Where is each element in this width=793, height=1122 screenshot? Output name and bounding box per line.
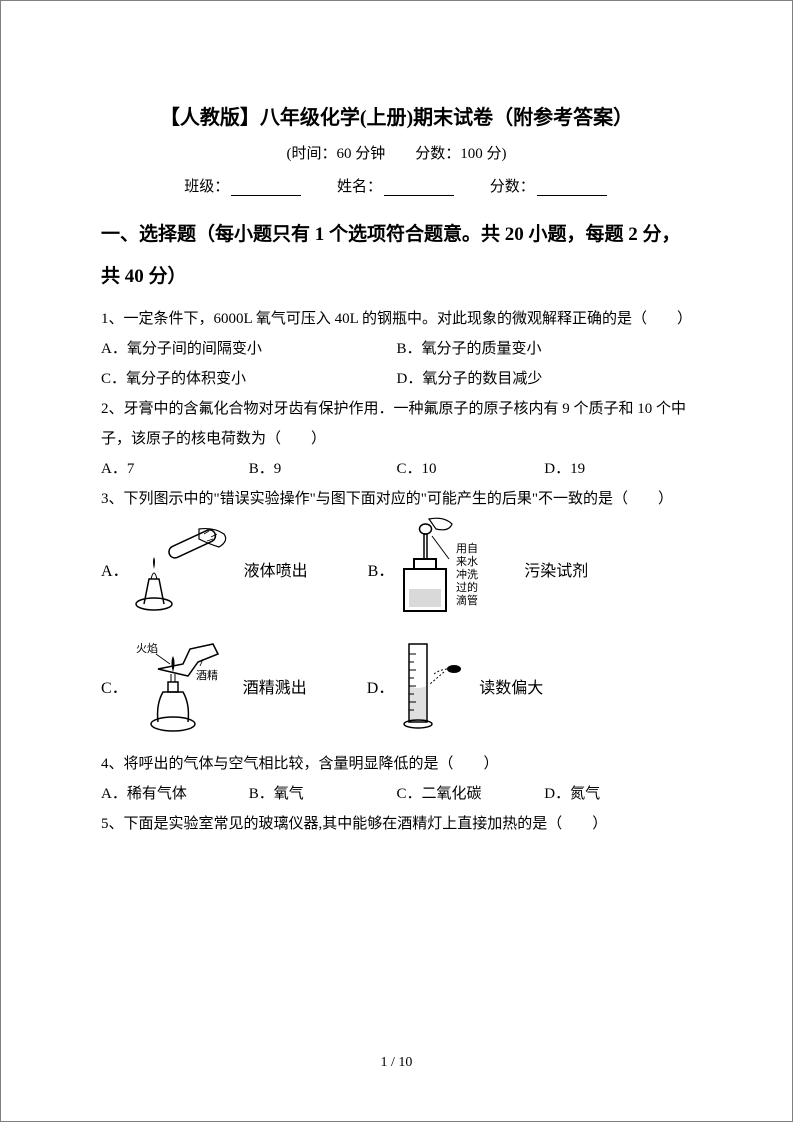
q2-option-A: A．7 — [101, 454, 249, 484]
question-5-text: 5、下面是实验室常见的玻璃仪器,其中能够在酒精灯上直接加热的是（ ） — [101, 809, 692, 839]
q2-option-B: B．9 — [249, 454, 397, 484]
q3-option-D: D． 读数偏大 — [367, 634, 544, 739]
score-label: 分数： — [415, 146, 460, 162]
q3-A-label: A． — [101, 557, 129, 581]
q3-C-flame-label: 火焰 — [136, 641, 158, 655]
q3-D-label: D． — [367, 674, 395, 698]
svg-text:过的: 过的 — [456, 580, 478, 594]
subtitle-suffix: ) — [502, 146, 507, 162]
question-2-text: 2、牙膏中的含氟化合物对牙齿有保护作用．一种氟原子的原子核内有 9 个质子和 1… — [101, 394, 692, 454]
q3-figure-row-1: A． 液体喷出 B． — [101, 514, 692, 624]
q2-option-D: D．19 — [544, 454, 692, 484]
question-1-options: A．氧分子间的间隔变小 B．氧分子的质量变小 C．氧分子的体积变小 D．氧分子的… — [101, 334, 692, 394]
score-value: 100 分 — [460, 146, 501, 162]
svg-text:来水: 来水 — [456, 555, 478, 568]
student-info-line: 班级： 姓名： 分数： — [101, 175, 692, 196]
dropper-bottle-icon: 用自 来水 冲洗 过的 滴管 — [394, 514, 524, 619]
question-4-options: A．稀有气体 B．氧气 C．二氧化碳 D．氮气 — [101, 779, 692, 809]
q3-C-alcohol-label: 酒精 — [196, 669, 218, 682]
q3-C-label: C． — [101, 674, 128, 698]
page-title: 【人教版】八年级化学(上册)期末试卷（附参考答案） — [101, 101, 692, 130]
name-label: 姓名： — [337, 179, 382, 195]
test-tube-heating-icon — [129, 519, 244, 614]
q3-figure-row-2: C． 火焰 酒精 酒精溅出 D． — [101, 634, 692, 739]
q3-D-figure — [394, 634, 479, 739]
svg-text:滴管: 滴管 — [456, 593, 478, 607]
q3-B-label: B． — [368, 557, 395, 581]
graduated-cylinder-reading-icon — [394, 634, 479, 734]
q4-option-C: C．二氧化碳 — [397, 779, 545, 809]
svg-text:冲洗: 冲洗 — [456, 567, 478, 581]
q3-option-B: B． 用自 来水 冲洗 过的 滴管 污染试剂 — [368, 514, 589, 624]
q4-option-A: A．稀有气体 — [101, 779, 249, 809]
q1-option-C: C．氧分子的体积变小 — [101, 364, 397, 394]
subtitle-prefix: (时间： — [286, 146, 336, 162]
q4-option-D: D．氮气 — [544, 779, 692, 809]
q3-B-figure: 用自 来水 冲洗 过的 滴管 — [394, 514, 524, 624]
question-1-text: 1、一定条件下，6000L 氧气可压入 40L 的钢瓶中。对此现象的微观解释正确… — [101, 304, 692, 334]
q3-A-text: 液体喷出 — [244, 557, 308, 581]
q1-option-B: B．氧分子的质量变小 — [397, 334, 693, 364]
q4-option-B: B．氧气 — [249, 779, 397, 809]
section-1-header: 一、选择题（每小题只有 1 个选项符合题意。共 20 小题，每题 2 分，共 4… — [101, 214, 692, 298]
question-4-text: 4、将呼出的气体与空气相比较，含量明显降低的是（ ） — [101, 749, 692, 779]
exam-subtitle: (时间：60 分钟 分数：100 分) — [101, 142, 692, 163]
q3-C-figure: 火焰 酒精 — [128, 634, 243, 739]
question-2-options: A．7 B．9 C．10 D．19 — [101, 454, 692, 484]
q3-D-text: 读数偏大 — [479, 674, 543, 698]
q2-option-C: C．10 — [397, 454, 545, 484]
exam-page: 【人教版】八年级化学(上册)期末试卷（附参考答案） (时间：60 分钟 分数：1… — [1, 1, 792, 889]
class-label: 班级： — [184, 179, 229, 195]
question-3-text: 3、下列图示中的"错误实验操作"与图下面对应的"可能产生的后果"不一致的是（ ） — [101, 484, 692, 514]
q3-option-C: C． 火焰 酒精 酒精溅出 — [101, 634, 307, 739]
score-blank[interactable] — [537, 180, 607, 196]
score-field-label: 分数： — [490, 179, 535, 195]
q3-option-A: A． 液体喷出 — [101, 514, 308, 624]
name-blank[interactable] — [384, 180, 454, 196]
time-value: 60 分钟 — [336, 146, 385, 162]
class-blank[interactable] — [231, 180, 301, 196]
page-number: 1 / 10 — [1, 1055, 792, 1071]
alcohol-lamp-pouring-icon: 火焰 酒精 — [128, 634, 243, 734]
q3-C-text: 酒精溅出 — [243, 674, 307, 698]
q3-A-figure — [129, 519, 244, 619]
q1-option-A: A．氧分子间的间隔变小 — [101, 334, 397, 364]
q1-option-D: D．氧分子的数目减少 — [397, 364, 693, 394]
q3-B-text: 污染试剂 — [524, 557, 588, 581]
q3-B-annotation: 用自 — [456, 542, 478, 555]
